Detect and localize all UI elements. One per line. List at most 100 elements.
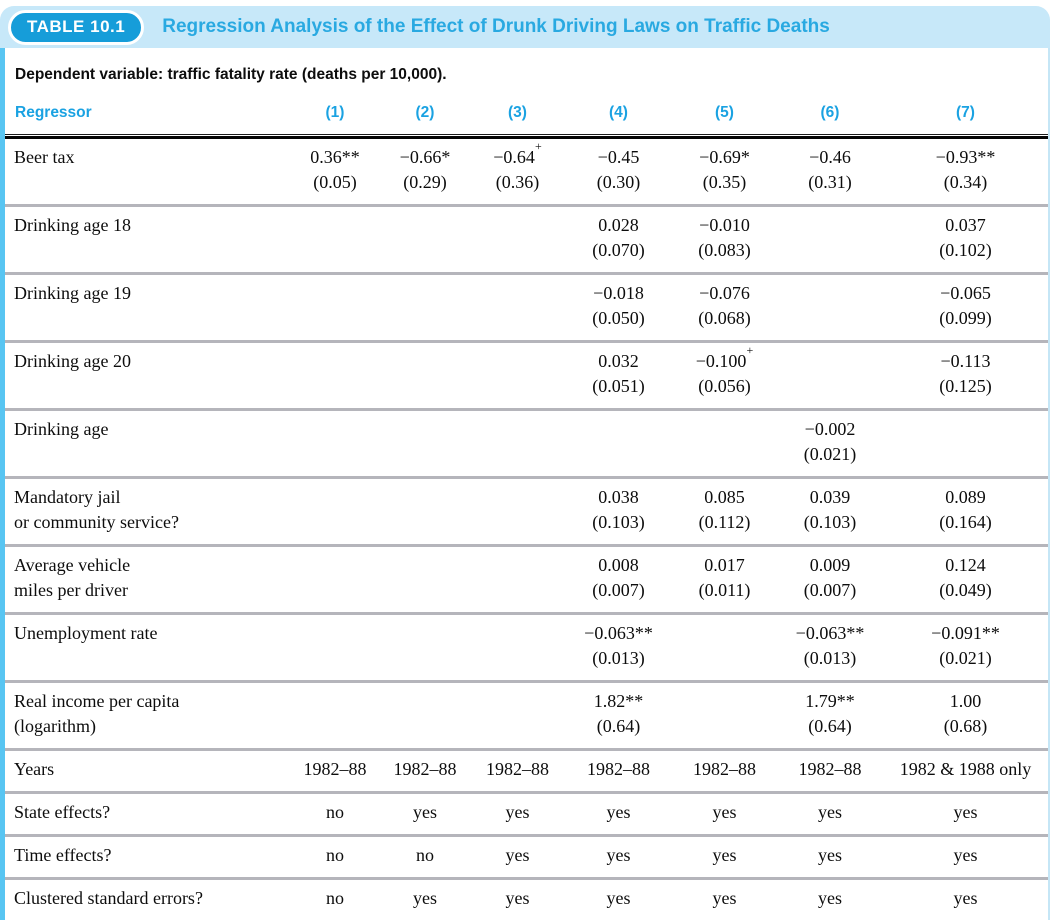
row-label: Beer tax (14, 147, 75, 167)
row-label: Average vehicle miles per driver (5, 544, 290, 612)
cell-value (672, 408, 777, 476)
cell-value: yes (672, 791, 777, 834)
cell-value: no (290, 834, 380, 877)
cell-value: −0.69* (0.35) (699, 147, 750, 192)
cell-value: yes (565, 791, 672, 834)
cell-value (290, 272, 380, 340)
cell-value (470, 680, 565, 748)
cell-value (380, 612, 470, 680)
cell-value: 0.017 (0.011) (672, 544, 777, 612)
row-label: Real income per capita (logarithm) (5, 680, 290, 748)
cell-value: yes (470, 791, 565, 834)
column-header-3: (3) (508, 104, 527, 121)
dependent-variable-note: Dependent variable: traffic fatality rat… (15, 66, 447, 83)
cell-value (290, 680, 380, 748)
cell-value: −0.063** (0.013) (565, 612, 672, 680)
cell-value: 1.79** (0.64) (777, 680, 883, 748)
table-row: Time effects? no no yes yes yes yes yes (5, 834, 1048, 877)
cell-value: yes (777, 791, 883, 834)
cell-value: yes (777, 877, 883, 920)
cell-value: 0.009 (0.007) (777, 544, 883, 612)
table-row: Average vehicle miles per driver 0.008 (0.… (5, 544, 1048, 612)
cell-value: 0.037 (0.102) (883, 204, 1048, 272)
table-row: Mandatory jail or community service? 0.03… (5, 476, 1048, 544)
row-label: Drinking age 20 (5, 340, 290, 408)
cell-value (290, 408, 380, 476)
cell-value: yes (470, 834, 565, 877)
cell-value: −0.113 (0.125) (883, 340, 1048, 408)
column-header-1: (1) (325, 104, 345, 121)
cell-value (672, 680, 777, 748)
cell-value: −0.66* (0.29) (399, 147, 451, 192)
table-row: Drinking age −0.002 (0.021) (5, 408, 1048, 476)
cell-value (883, 408, 1048, 476)
cell-value (380, 204, 470, 272)
header-rule (5, 134, 1048, 139)
cell-value: 0.089 (0.164) (883, 476, 1048, 544)
regression-table: Regressor (1) (2) (3) (4) (5) (6) (7) Be… (5, 84, 1048, 920)
row-label: Drinking age 18 (5, 204, 290, 272)
cell-value: 0.085 (0.112) (672, 476, 777, 544)
table-title: Regression Analysis of the Effect of Dru… (162, 16, 830, 37)
cell-value (565, 408, 672, 476)
table-row: Drinking age 20 0.032 (0.051) −0.100+ (0.056… (5, 340, 1048, 408)
table-row: Clustered standard errors? no yes yes yes yes… (5, 877, 1048, 920)
cell-value (380, 272, 470, 340)
cell-value: −0.010 (0.083) (672, 204, 777, 272)
table-body-container: Dependent variable: traffic fatality rat… (0, 48, 1050, 920)
cell-value: −0.063** (0.013) (777, 612, 883, 680)
cell-value: 1982–88 (565, 748, 672, 791)
table-head: Regressor (1) (2) (3) (4) (5) (6) (7) (5, 84, 1048, 139)
cell-value: 0.032 (0.051) (565, 340, 672, 408)
cell-value (470, 612, 565, 680)
column-header-4: (4) (609, 104, 628, 121)
cell-value (672, 612, 777, 680)
table-row: Unemployment rate −0.063** (0.013) −0.063**… (5, 612, 1048, 680)
cell-value (380, 408, 470, 476)
column-header-regressor: Regressor (15, 104, 92, 121)
cell-value (380, 476, 470, 544)
row-label: Drinking age 19 (5, 272, 290, 340)
cell-value: yes (777, 834, 883, 877)
cell-value: 1982–88 (290, 748, 380, 791)
cell-value: −0.64+ (0.36) (493, 139, 542, 192)
cell-value: −0.065 (0.099) (883, 272, 1048, 340)
column-header-6: (6) (820, 104, 840, 121)
cell-value: yes (380, 791, 470, 834)
cell-value: yes (565, 834, 672, 877)
cell-value: yes (470, 877, 565, 920)
cell-value: 0.038 (0.103) (565, 476, 672, 544)
cell-value: −0.46 (0.31) (808, 147, 852, 192)
table-row: Beer tax 0.36** (0.05) −0.66* (0.29) −0.64+ (0… (5, 139, 1048, 204)
cell-value (470, 340, 565, 408)
cell-value (470, 408, 565, 476)
column-header-2: (2) (415, 104, 435, 121)
cell-value: 0.36** (0.05) (310, 147, 360, 192)
cell-value: −0.018 (0.050) (565, 272, 672, 340)
cell-value: 0.124 (0.049) (883, 544, 1048, 612)
column-header-7: (7) (956, 104, 975, 121)
cell-value (470, 476, 565, 544)
cell-value: 1982–88 (470, 748, 565, 791)
row-label: Mandatory jail or community service? (5, 476, 290, 544)
cell-value: yes (883, 834, 1048, 877)
cell-value (470, 272, 565, 340)
cell-value: 1982–88 (672, 748, 777, 791)
cell-value: yes (672, 834, 777, 877)
cell-value: yes (672, 877, 777, 920)
table-row: State effects? no yes yes yes yes yes yes (5, 791, 1048, 834)
cell-value: 1982–88 (380, 748, 470, 791)
cell-value: 0.028 (0.070) (565, 204, 672, 272)
header-rule-row (5, 134, 1048, 139)
cell-value: −0.091** (0.021) (883, 612, 1048, 680)
cell-value: −0.93** (0.34) (935, 147, 996, 192)
cell-value (290, 340, 380, 408)
cell-value (777, 204, 883, 272)
cell-value: 0.039 (0.103) (777, 476, 883, 544)
cell-value: yes (565, 877, 672, 920)
row-label: Time effects? (5, 834, 290, 877)
cell-value (290, 612, 380, 680)
cell-value: −0.45 (0.30) (596, 147, 641, 192)
cell-value (470, 544, 565, 612)
table-row: Drinking age 18 0.028 (0.070) −0.010 (0.083)… (5, 204, 1048, 272)
